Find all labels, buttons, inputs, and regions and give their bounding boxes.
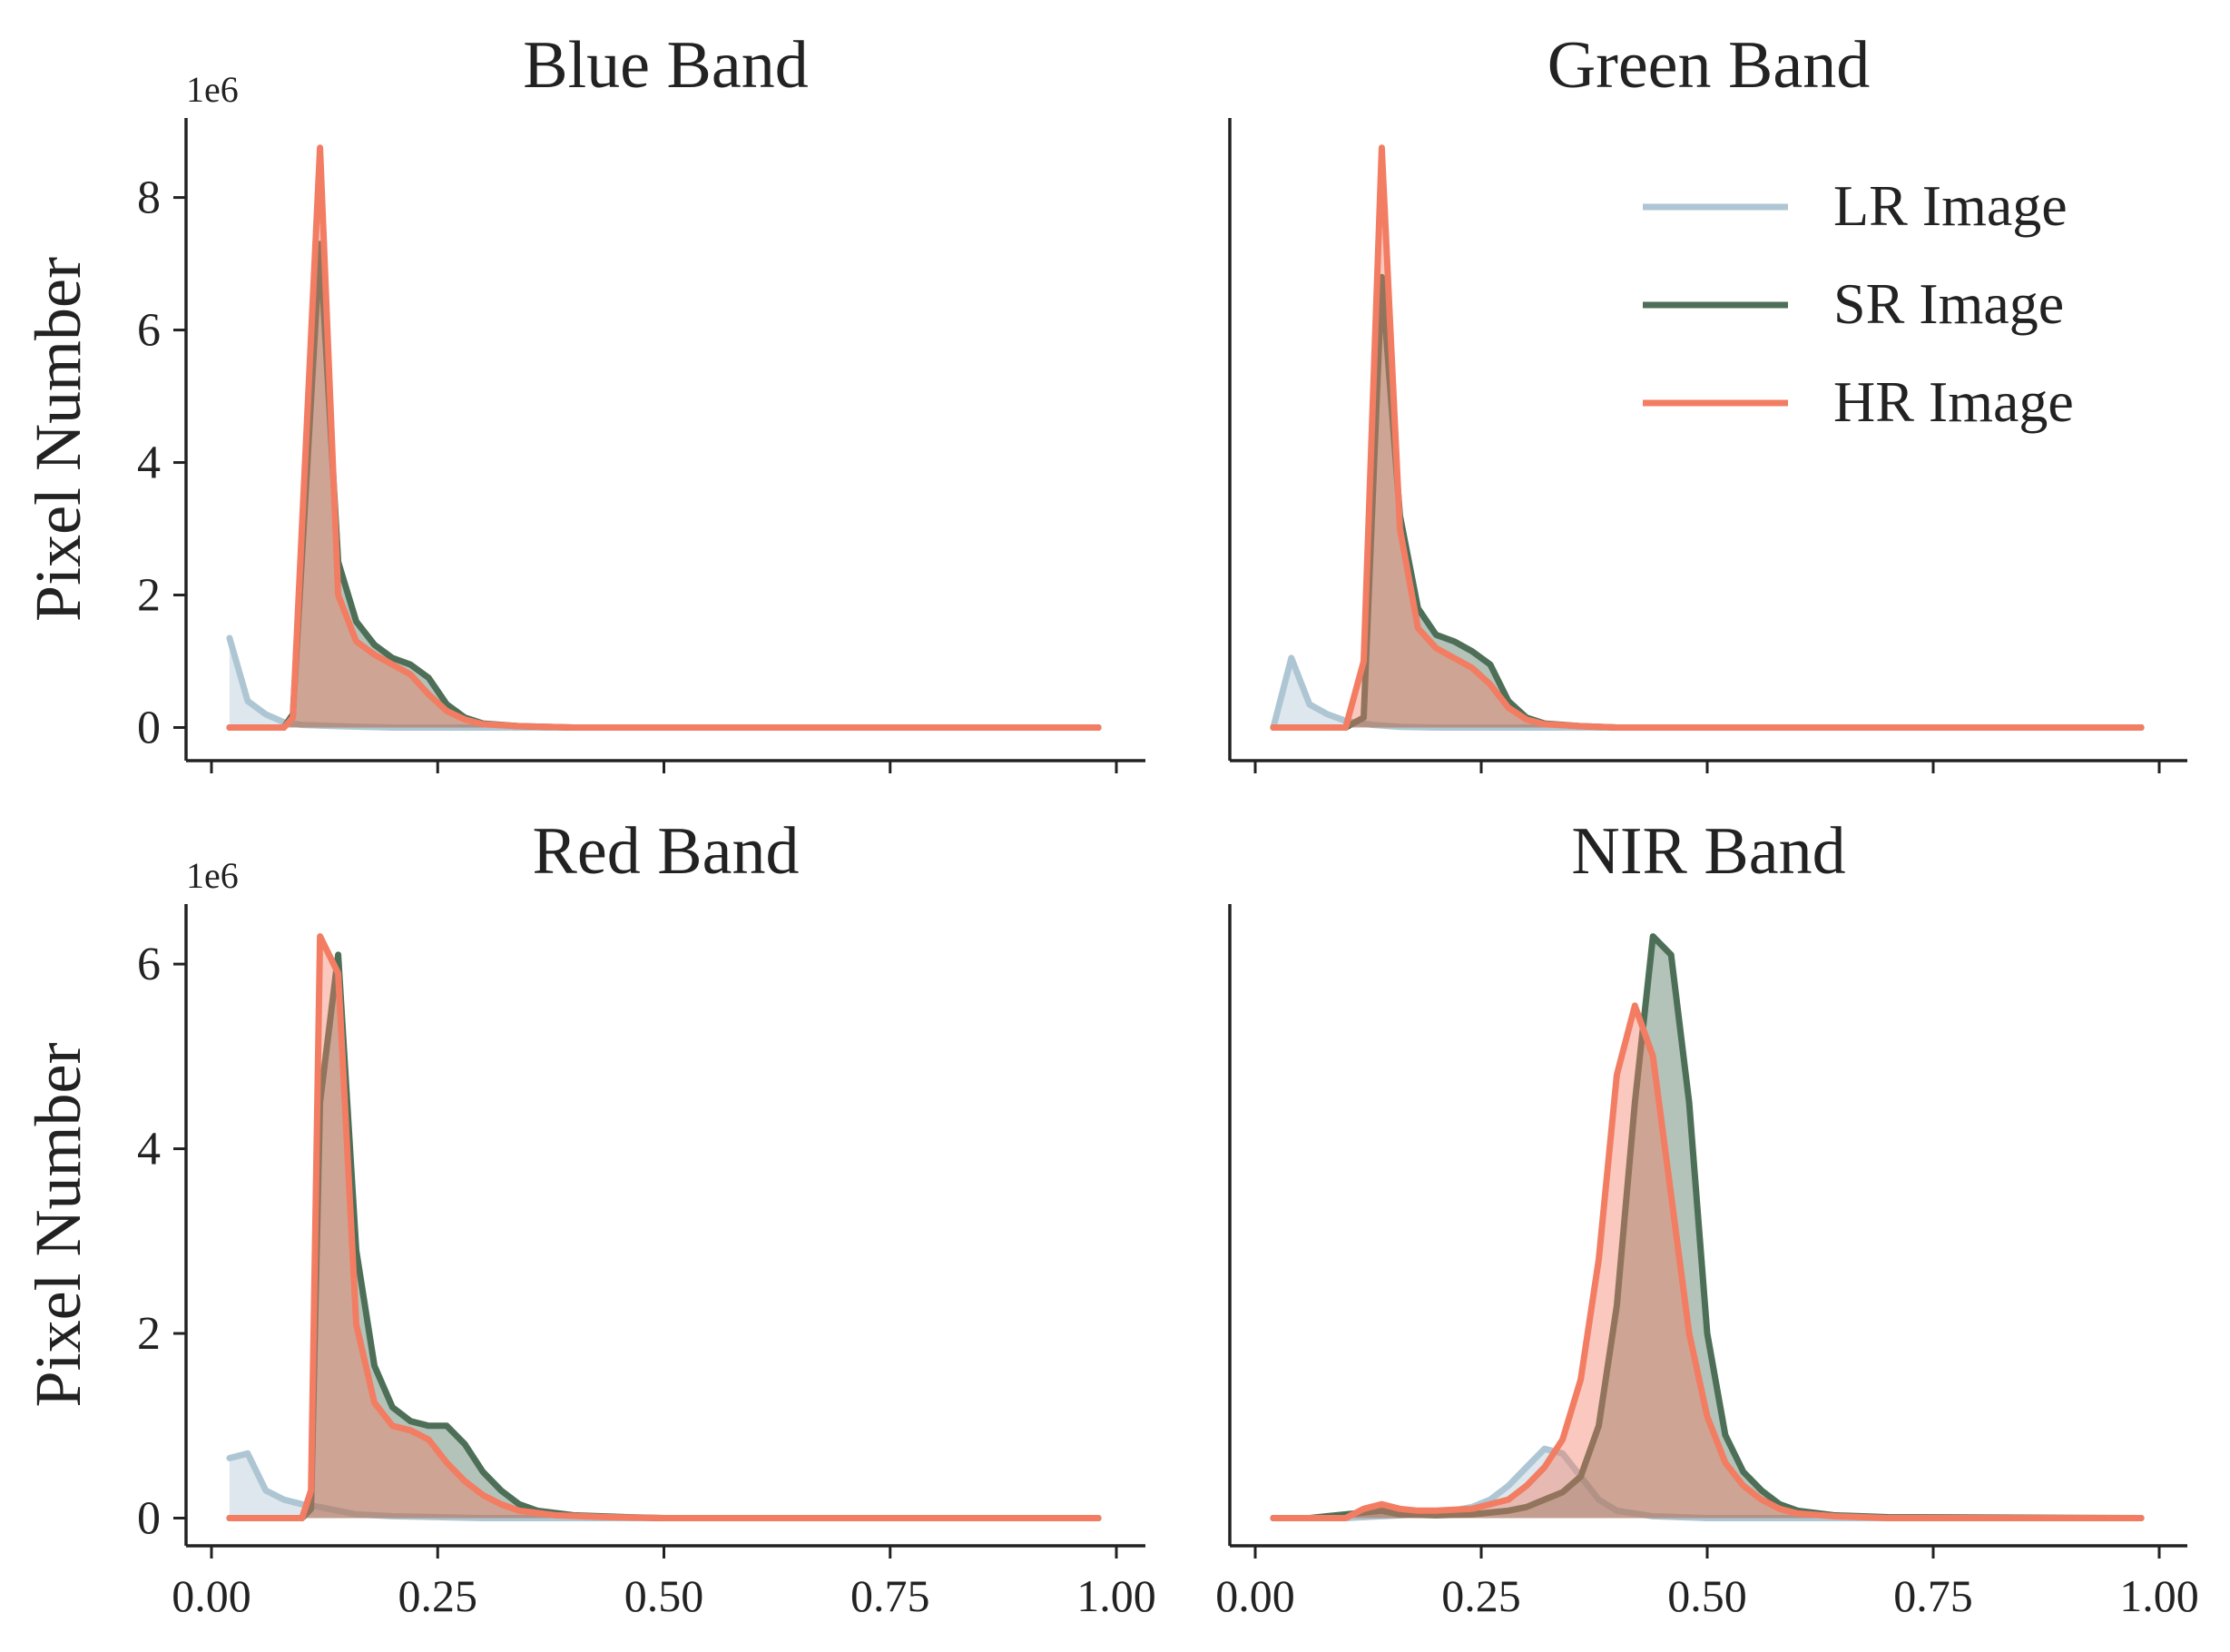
panel-title: NIR Band <box>1571 814 1845 889</box>
y-offset-label: 1e6 <box>186 855 239 896</box>
x-tick-label: 0.50 <box>624 1570 704 1621</box>
chart-panel-3: 0.00 0.25 0.50 0.75 1.00 0 2 4 6 1e6 Red Band Pixel… <box>22 814 1156 1621</box>
panel-title: Red Band <box>533 814 800 889</box>
x-tick-label: 0.00 <box>1215 1570 1295 1621</box>
panel-title: Blue Band <box>523 28 808 103</box>
series-fill-sr <box>229 954 1099 1519</box>
legend-label-hr: HR Image <box>1833 369 2074 434</box>
x-tick-label: 1.00 <box>1076 1570 1156 1621</box>
series-fill-sr <box>229 243 1099 728</box>
y-tick-label: 6 <box>137 305 161 357</box>
y-tick-label: 2 <box>137 570 161 622</box>
series-line-hr <box>1270 144 2145 731</box>
series-line-lr <box>226 1450 1102 1521</box>
x-tick-label: 0.50 <box>1667 1570 1747 1621</box>
y-tick-label: 0 <box>137 703 161 754</box>
panel-title: Green Band <box>1547 28 1870 103</box>
chart-panel-4: 0.00 0.25 0.50 0.75 1.00 NIR Band <box>1215 814 2199 1621</box>
chart-panel-2: Green Band <box>1228 28 2187 773</box>
x-tick-label: 0.25 <box>398 1570 478 1621</box>
y-tick-label: 0 <box>137 1492 161 1544</box>
series-line-sr <box>1270 933 2145 1521</box>
series-fill-lr <box>229 1453 1099 1519</box>
y-axis-label: Pixel Number <box>22 257 94 622</box>
y-tick-label: 4 <box>137 1124 161 1175</box>
y-offset-label: 1e6 <box>186 69 239 110</box>
y-tick-label: 2 <box>137 1308 161 1360</box>
x-tick-label: 0.75 <box>1893 1570 1973 1621</box>
y-tick-label: 6 <box>137 939 161 990</box>
legend-label-sr: SR Image <box>1833 271 2064 336</box>
y-axis-label: Pixel Number <box>22 1043 94 1408</box>
x-tick-label: 1.00 <box>2119 1570 2199 1621</box>
y-tick-label: 4 <box>137 438 161 489</box>
series-fill-hr <box>1272 1005 2142 1519</box>
series-line-hr <box>226 144 1102 731</box>
series-line-hr <box>226 933 1102 1521</box>
series-fill-hr <box>229 936 1099 1519</box>
legend: LR Image SR Image HR Image <box>1643 173 2074 434</box>
y-tick-label: 8 <box>137 172 161 224</box>
legend-label-lr: LR Image <box>1833 173 2068 238</box>
x-tick-label: 0.00 <box>172 1570 251 1621</box>
x-tick-label: 0.75 <box>850 1570 930 1621</box>
x-tick-label: 0.25 <box>1441 1570 1521 1621</box>
series-line-hr <box>1270 1002 2145 1521</box>
series-fill-hr <box>229 147 1099 728</box>
chart-panel-1: 0 2 4 6 8 1e6 Blue Band Pixel Number <box>22 28 1145 773</box>
series-line-lr <box>226 634 1102 731</box>
